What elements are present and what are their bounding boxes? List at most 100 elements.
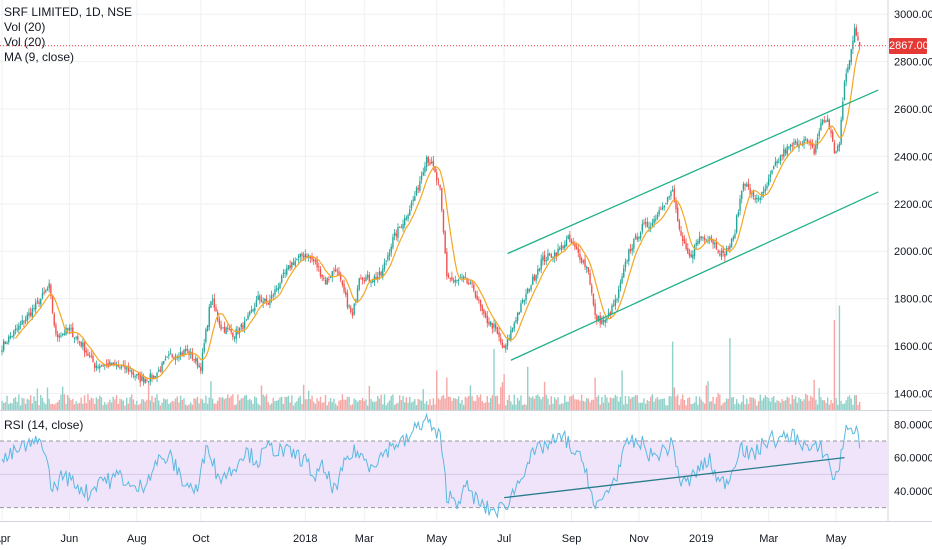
candle-body [365,277,367,282]
candle-body [614,299,617,306]
candle-body [4,341,7,344]
candle-body [284,272,286,274]
volume-bar [444,398,446,410]
candle-body [370,281,372,283]
symbol-title[interactable]: SRF LIMITED, 1D, NSE [4,5,133,19]
candle-body [257,295,259,300]
candle-body [205,329,207,342]
candle-body [481,305,483,311]
volume-bar [216,400,219,410]
volume-bar [270,403,273,410]
indicator-volume-2[interactable]: Vol (20) [4,35,46,49]
volume-bar [404,402,406,410]
volume-bar [341,394,344,410]
volume-bar [45,404,47,410]
volume-bar [70,400,72,410]
candle-body [468,282,470,285]
volume-bar [614,394,617,410]
volume-bar [818,388,820,410]
candle-body [655,219,657,221]
volume-bar [28,399,30,410]
volume-bar [383,394,386,410]
volume-bar [75,401,77,410]
volume-bar [8,404,10,410]
volume-bar [471,396,473,410]
volume-bar [436,370,438,410]
candle-body [687,247,689,254]
candle-body [606,317,608,321]
candle-body [208,306,210,327]
volume-bar [439,399,441,410]
volume-bar [129,397,131,410]
volume-bar [73,404,76,410]
candle-body [230,328,232,333]
volume-bar [304,399,306,410]
candle-body [129,370,131,372]
volume-bar [803,399,805,410]
volume-bar [78,402,81,410]
candle-body [685,242,687,250]
volume-bar [356,401,359,410]
volume-bar [361,397,364,410]
candle-body [813,148,815,155]
volume-bar [572,394,574,410]
candle-body [479,299,482,307]
volume-bar [643,398,645,410]
volume-bar [520,395,522,410]
volume-bar [146,399,148,410]
volume-bar [299,395,301,410]
candle-body [489,321,492,325]
candle-body [6,342,8,344]
volume-bar [424,403,426,410]
volume-bar [338,400,340,410]
candle-body [321,274,323,278]
candle-body [673,188,676,202]
time-axis[interactable]: Apr Jun Aug Oct 2018 Mar May Jul Sep Nov 2019 Mar Ma… [0,533,847,545]
indicator-moving-average[interactable]: MA (9, close) [4,50,75,64]
volume-bar [51,403,54,410]
candle-body [516,313,519,321]
candle-body [747,183,750,188]
candle-body [786,146,788,155]
volume-bar [434,404,436,410]
candle-body [260,299,263,303]
candle-body [227,327,229,329]
candle-body [658,210,660,215]
price-tick-label: 2600.00 [894,104,932,116]
volume-bar [228,397,231,410]
candle-body [144,379,146,384]
candle-body [279,283,281,289]
candle-body [638,236,640,239]
indicator-volume-1[interactable]: Vol (20) [4,20,46,34]
volume-bar [206,403,209,410]
volume-bar [756,405,758,410]
volume-bar [188,404,190,410]
rsi-axis[interactable]: 80.0000 60.0000 40.0000 [0,419,932,522]
volume-bar [40,394,42,410]
candle-body [211,299,214,301]
volume-bar [260,385,263,410]
candle-body [803,139,805,145]
candle-body [540,259,542,270]
volume-bar [232,394,234,410]
volume-bar [355,399,357,410]
candle-body [607,313,610,317]
candle-body [756,197,758,200]
volume-bar [820,397,822,410]
volume-bar [339,400,342,410]
candle-body [818,131,820,137]
volume-bar [816,404,819,410]
volume-bar [538,396,541,410]
candle-body [410,202,413,209]
candle-body [855,27,857,36]
volume-bar [250,400,253,410]
candle-body [361,277,364,280]
candle-body [168,354,170,356]
indicator-rsi[interactable]: RSI (14, close) [4,418,84,432]
volume-bar [469,385,472,410]
price-axis[interactable]: 3000.00 2800.00 2600.00 2400.00 2200.00 2000.… [0,0,932,521]
volume-bar [698,396,701,410]
volume-bar [466,397,468,410]
volume-bar [393,404,396,410]
candle-body [90,355,93,357]
